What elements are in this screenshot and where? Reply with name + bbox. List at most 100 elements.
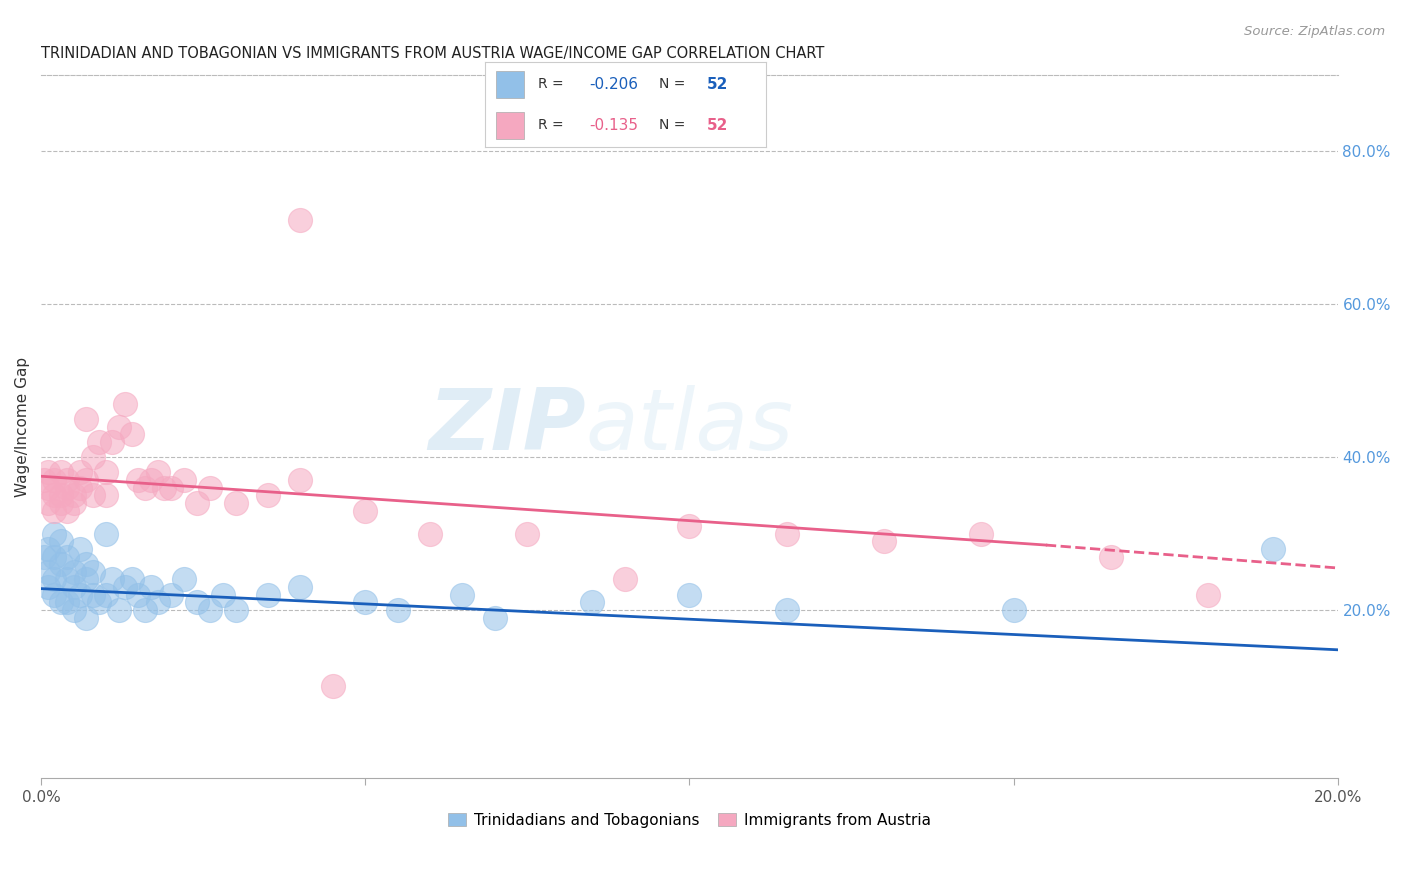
Text: N =: N =: [659, 118, 690, 132]
Text: -0.206: -0.206: [589, 77, 638, 92]
Point: [76, 473, 98, 487]
Point: [354, 503, 377, 517]
Point: [62, 496, 84, 510]
Text: TRINIDADIAN AND TOBAGONIAN VS IMMIGRANTS FROM AUSTRIA WAGE/INCOME GAP CORRELATIO: TRINIDADIAN AND TOBAGONIAN VS IMMIGRANTS…: [41, 46, 824, 62]
Point: [56, 473, 79, 487]
Point: [62, 603, 84, 617]
Point: [34, 473, 56, 487]
Point: [89, 434, 111, 449]
Bar: [496, 112, 524, 139]
Point: [82, 565, 104, 579]
Point: [127, 473, 149, 487]
Point: [101, 434, 124, 449]
Point: [94, 588, 117, 602]
Point: [37, 481, 59, 495]
Point: [49, 595, 72, 609]
Text: R =: R =: [538, 78, 568, 92]
Point: [322, 680, 344, 694]
Point: [211, 588, 233, 602]
Point: [387, 603, 409, 617]
Point: [37, 466, 59, 480]
Point: [1099, 549, 1122, 564]
Point: [94, 466, 117, 480]
Point: [108, 603, 131, 617]
Point: [56, 549, 79, 564]
Point: [290, 473, 312, 487]
Point: [134, 481, 156, 495]
Point: [484, 610, 506, 624]
Point: [69, 481, 91, 495]
Point: [290, 580, 312, 594]
Point: [613, 573, 636, 587]
Text: 52: 52: [707, 118, 728, 133]
Point: [1197, 588, 1219, 602]
Point: [186, 496, 208, 510]
Point: [775, 603, 797, 617]
Point: [1002, 603, 1025, 617]
Point: [34, 549, 56, 564]
Point: [159, 588, 181, 602]
Point: [82, 588, 104, 602]
Point: [121, 427, 143, 442]
Point: [69, 466, 91, 480]
Point: [37, 565, 59, 579]
Point: [76, 610, 98, 624]
Point: [146, 466, 169, 480]
Point: [581, 595, 603, 609]
Point: [42, 573, 65, 587]
Point: [186, 595, 208, 609]
Point: [56, 503, 79, 517]
Point: [82, 450, 104, 464]
Text: Source: ZipAtlas.com: Source: ZipAtlas.com: [1244, 25, 1385, 38]
Point: [1261, 541, 1284, 556]
Point: [42, 588, 65, 602]
Point: [56, 595, 79, 609]
Point: [108, 419, 131, 434]
Point: [257, 588, 280, 602]
Point: [354, 595, 377, 609]
Point: [56, 573, 79, 587]
Point: [62, 488, 84, 502]
Point: [69, 588, 91, 602]
Point: [42, 503, 65, 517]
Point: [49, 557, 72, 571]
Text: -0.135: -0.135: [589, 118, 638, 133]
Point: [37, 580, 59, 594]
Point: [49, 496, 72, 510]
Point: [101, 573, 124, 587]
Point: [42, 549, 65, 564]
Point: [82, 488, 104, 502]
Point: [62, 580, 84, 594]
Point: [678, 519, 700, 533]
Point: [94, 488, 117, 502]
Point: [89, 595, 111, 609]
Point: [970, 526, 993, 541]
Point: [141, 473, 163, 487]
Point: [141, 580, 163, 594]
Point: [159, 481, 181, 495]
Point: [290, 213, 312, 227]
Point: [516, 526, 538, 541]
Legend: Trinidadians and Tobagonians, Immigrants from Austria: Trinidadians and Tobagonians, Immigrants…: [441, 806, 936, 834]
Point: [76, 412, 98, 426]
Point: [775, 526, 797, 541]
Point: [114, 580, 136, 594]
Point: [42, 473, 65, 487]
Point: [49, 466, 72, 480]
Text: R =: R =: [538, 118, 568, 132]
Point: [76, 573, 98, 587]
Point: [37, 496, 59, 510]
Point: [198, 481, 221, 495]
Point: [873, 534, 896, 549]
Point: [173, 573, 195, 587]
Point: [225, 603, 247, 617]
Point: [198, 603, 221, 617]
Point: [37, 541, 59, 556]
Point: [76, 557, 98, 571]
Text: N =: N =: [659, 78, 690, 92]
Text: atlas: atlas: [586, 385, 793, 468]
Point: [49, 488, 72, 502]
Point: [114, 396, 136, 410]
Point: [56, 481, 79, 495]
Point: [127, 588, 149, 602]
